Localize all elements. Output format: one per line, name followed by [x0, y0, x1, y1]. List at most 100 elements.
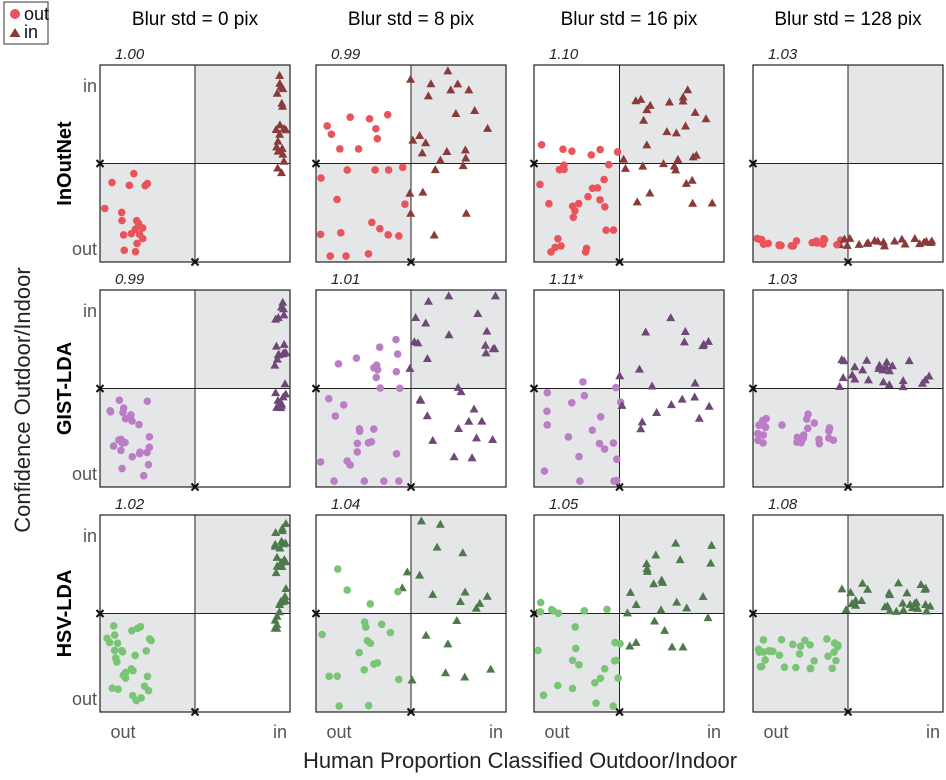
point-out	[547, 605, 556, 614]
legend-out-label: out	[24, 4, 49, 24]
point-out	[564, 433, 573, 441]
point-out	[540, 467, 549, 475]
point-out	[115, 396, 124, 404]
point-in	[677, 394, 687, 403]
point-out	[568, 398, 576, 407]
point-out	[353, 448, 362, 456]
point-in	[707, 198, 717, 207]
panel-score: 1.02	[115, 496, 145, 513]
point-out	[114, 685, 122, 694]
point-out	[788, 640, 797, 649]
point-in	[460, 672, 470, 681]
quadrant-out-out	[100, 163, 195, 262]
point-out	[317, 174, 325, 182]
quadrant-in-in	[619, 65, 724, 164]
point-out	[136, 448, 144, 456]
point-in	[464, 85, 474, 94]
point-in	[415, 131, 425, 140]
point-in	[405, 363, 415, 372]
point-out	[536, 180, 544, 189]
point-in	[874, 363, 884, 372]
point-out	[121, 438, 129, 447]
point-out	[384, 231, 393, 239]
point-out	[602, 226, 610, 234]
y-threshold-marker	[529, 159, 539, 168]
x-threshold-marker	[843, 257, 853, 267]
point-out	[543, 421, 552, 429]
point-in	[671, 165, 681, 174]
point-out	[342, 252, 350, 260]
point-out	[334, 360, 343, 368]
point-out	[777, 241, 785, 250]
point-in	[893, 578, 903, 587]
point-in	[273, 136, 283, 145]
point-out	[316, 458, 325, 466]
point-out	[327, 130, 336, 139]
point-in	[458, 548, 468, 557]
point-out	[392, 367, 401, 376]
point-in	[641, 327, 651, 336]
point-out	[325, 672, 333, 681]
point-in	[464, 416, 474, 425]
point-out	[128, 626, 136, 635]
point-in	[847, 370, 857, 379]
x-tick-label: out	[110, 722, 135, 742]
y-axis-title: Confidence Outdoor/Indoor	[10, 267, 35, 532]
point-in	[277, 168, 287, 177]
point-in	[662, 127, 672, 136]
point-out	[394, 675, 403, 684]
point-in	[455, 596, 465, 605]
point-in	[704, 401, 714, 410]
point-out	[392, 335, 400, 344]
point-in	[671, 128, 681, 137]
point-out	[819, 234, 828, 243]
column-title: Blur std = 0 pix	[132, 9, 259, 30]
point-out	[360, 618, 369, 626]
point-in	[270, 360, 280, 369]
point-out	[778, 421, 786, 429]
point-out	[824, 652, 832, 661]
point-out	[127, 411, 135, 419]
point-in	[675, 555, 685, 564]
point-in	[274, 350, 284, 359]
x-tick-label: in	[707, 722, 721, 742]
point-in	[634, 364, 644, 373]
point-in	[278, 392, 288, 401]
point-out	[380, 477, 388, 485]
point-out	[766, 647, 774, 656]
point-in	[666, 400, 676, 409]
panel-gist-lda-blur-128: 1.03	[748, 271, 944, 492]
point-in	[444, 291, 454, 300]
point-in	[880, 602, 890, 611]
point-out	[131, 225, 140, 233]
panel-gist-lda-blur-16: 1.11*	[529, 271, 725, 492]
point-out	[117, 446, 125, 455]
point-in	[277, 400, 287, 409]
point-in	[882, 357, 892, 366]
point-out	[372, 124, 380, 133]
point-out	[756, 663, 765, 671]
point-in	[452, 616, 462, 625]
point-in	[477, 416, 487, 425]
x-threshold-marker	[843, 482, 853, 492]
point-out	[128, 417, 136, 425]
point-out	[396, 384, 404, 393]
point-in	[277, 561, 287, 570]
point-out	[789, 242, 798, 250]
point-out	[354, 145, 363, 153]
point-out	[113, 639, 122, 648]
point-in	[428, 589, 438, 598]
point-in	[645, 100, 655, 109]
x-threshold-marker	[406, 707, 416, 717]
point-in	[907, 603, 917, 612]
point-out	[796, 642, 805, 651]
point-out	[539, 691, 548, 700]
point-out	[777, 635, 786, 644]
point-out	[373, 365, 382, 374]
point-out	[801, 636, 809, 645]
point-out	[392, 449, 401, 458]
column-title: Blur std = 8 pix	[348, 9, 475, 30]
point-out	[799, 431, 808, 439]
